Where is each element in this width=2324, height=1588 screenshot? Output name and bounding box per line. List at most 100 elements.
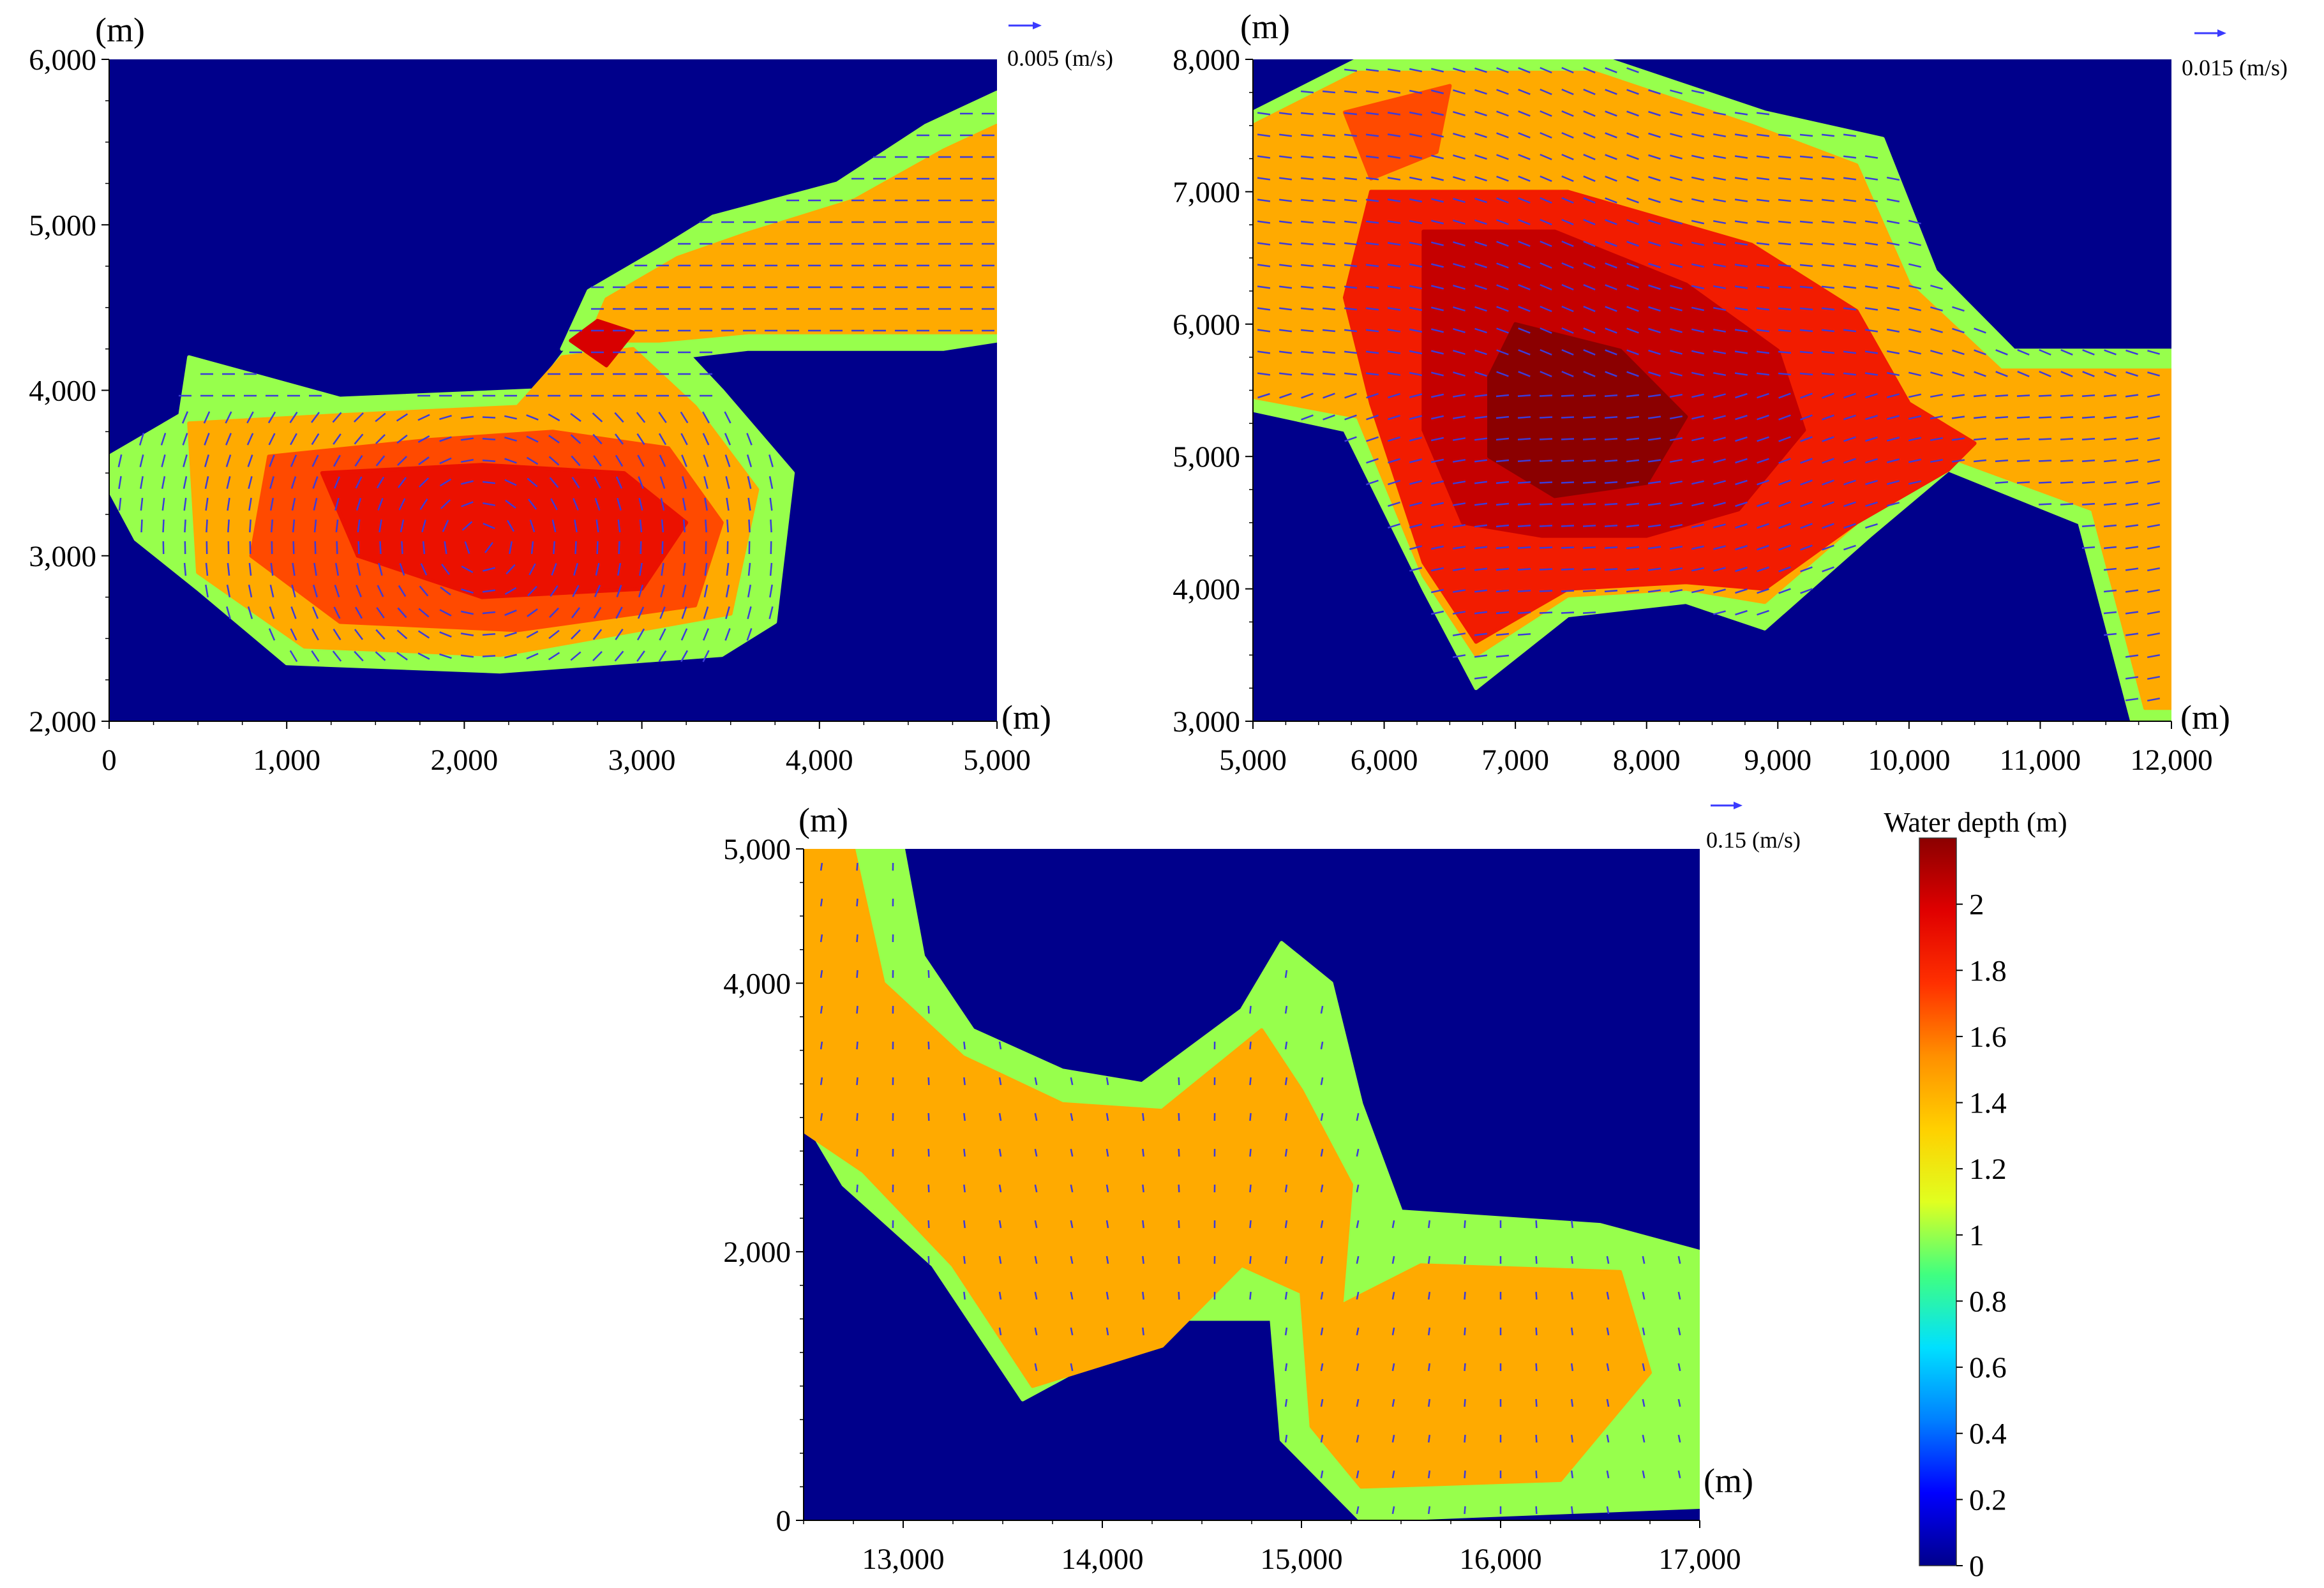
velocity-vector [724,411,731,424]
velocity-vector [1677,1327,1681,1336]
velocity-vector [1453,371,1466,377]
velocity-vector [1106,1148,1109,1157]
velocity-vector [1453,263,1466,268]
velocity-vector [418,608,430,618]
velocity-vector [1518,67,1531,73]
velocity-vector [1561,66,1574,74]
velocity-vector [439,415,452,420]
velocity-vector [1583,197,1596,204]
velocity-vector [768,476,774,490]
velocity-vector [617,519,621,533]
velocity-vector [1677,1470,1681,1479]
velocity-vector [2038,416,2052,419]
velocity-vector [1604,416,1618,419]
velocity-vector [998,1041,1002,1050]
y-tick-label: 7,000 [1173,176,1240,209]
velocity-vector [379,519,382,533]
velocity-vector [1517,590,1531,592]
velocity-vector [2103,633,2117,636]
velocity-vector [1583,284,1596,290]
velocity-vector [1453,154,1466,160]
velocity-vector [183,476,188,490]
velocity-vector [1356,1255,1360,1264]
velocity-vector [1430,523,1444,528]
velocity-vector [2147,480,2161,485]
velocity-vector [1474,197,1487,204]
velocity-vector [1366,436,1379,442]
velocity-vector [1974,371,1986,377]
velocity-vector [1284,970,1288,978]
velocity-vector [856,1005,858,1014]
velocity-vector [998,1327,1002,1336]
velocity-vector [1518,89,1531,95]
velocity-vector [1320,1041,1324,1050]
velocity-vector [1843,372,1857,376]
velocity-vector [1539,438,1553,440]
velocity-vector [1453,89,1466,95]
velocity-vector [117,454,123,468]
velocity-vector [856,970,858,978]
velocity-vector [1642,1327,1646,1336]
velocity-vector [1365,68,1379,72]
velocity-vector [1778,329,1792,333]
velocity-vector [1278,198,1293,202]
velocity-vector [550,498,558,511]
velocity-vector [1278,220,1293,224]
velocity-vector [1474,633,1488,636]
velocity-vector [1430,502,1444,507]
velocity-vector [1843,285,1857,289]
velocity-vector [1561,348,1574,356]
velocity-vector [746,628,753,641]
velocity-vector [1864,307,1878,311]
velocity-vector [2016,394,2030,397]
velocity-vector [1669,458,1683,463]
velocity-vector [1427,1255,1431,1264]
velocity-vector [1322,329,1336,333]
velocity-vector [1409,111,1423,116]
velocity-vector [1278,329,1293,333]
velocity-vector [1496,633,1510,636]
velocity-vector [1626,589,1640,593]
velocity-vector [1453,285,1466,290]
velocity-vector [397,607,407,618]
y-tick-label: 5,000 [723,833,791,866]
x-tick-label: 12,000 [2130,744,2212,777]
velocity-vector [2081,546,2095,549]
velocity-vector [683,541,686,555]
velocity-vector [1430,350,1444,355]
velocity-vector [1388,523,1400,529]
velocity-vector [1821,372,1835,376]
velocity-vector [334,497,340,511]
velocity-vector [1257,372,1271,376]
velocity-vector [724,433,731,446]
velocity-vector [2060,371,2073,377]
velocity-vector [1106,1255,1109,1264]
velocity-vector [725,584,730,598]
velocity-vector [1930,393,1944,398]
x-axis: 5,000 6,000 7,000 8,000 9,000 10,000 11,000 12,… [1219,721,2213,777]
velocity-vector [1778,436,1791,442]
velocity-vector [1474,284,1487,290]
velocity-vector [1734,155,1748,159]
velocity-vector [1973,394,1987,398]
y-tick-label: 4,000 [1173,573,1240,606]
velocity-vector [1409,133,1423,138]
velocity-vector [1518,110,1531,117]
velocity-vector [1365,198,1379,202]
velocity-vector [1821,264,1835,267]
velocity-vector [1409,523,1423,528]
velocity-vector [1691,371,1705,377]
velocity-vector [1691,567,1704,572]
velocity-vector [2147,675,2161,680]
velocity-vector [2125,589,2139,593]
velocity-vector [379,541,382,555]
velocity-vector [1430,480,1444,485]
velocity-vector [1344,242,1358,246]
velocity-vector [377,585,384,597]
velocity-vector [1322,112,1336,116]
velocity-vector [1821,133,1835,137]
velocity-vector [1757,479,1769,486]
velocity-vector [1257,350,1271,354]
velocity-vector [2060,349,2073,356]
velocity-vector [769,562,773,576]
